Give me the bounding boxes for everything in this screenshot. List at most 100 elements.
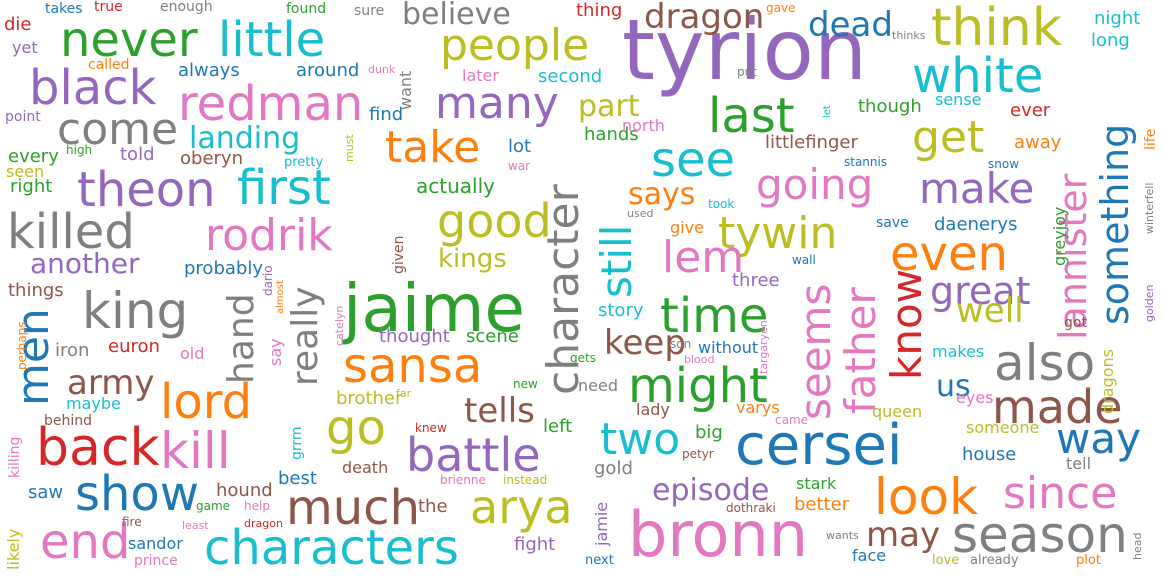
cloud-word: knew bbox=[415, 421, 447, 435]
cloud-word: landing bbox=[189, 121, 301, 156]
cloud-word: gets bbox=[570, 351, 596, 365]
cloud-word: help bbox=[244, 499, 270, 513]
cloud-word: tywin bbox=[718, 208, 838, 259]
cloud-word: next bbox=[585, 553, 614, 568]
cloud-word: face bbox=[852, 546, 887, 565]
cloud-word: many bbox=[435, 78, 559, 129]
cloud-word: targaryen bbox=[757, 320, 770, 374]
cloud-word: seen bbox=[6, 162, 45, 181]
cloud-word: arya bbox=[470, 480, 573, 534]
cloud-word: wants bbox=[826, 529, 859, 542]
cloud-word: golden bbox=[1143, 284, 1156, 323]
cloud-word: ever bbox=[1010, 100, 1051, 121]
cloud-word: north bbox=[622, 116, 665, 135]
cloud-word: part bbox=[578, 89, 640, 124]
cloud-word: us bbox=[936, 369, 971, 404]
cloud-word: enough bbox=[160, 0, 213, 15]
cloud-word: makes bbox=[932, 342, 985, 361]
cloud-word: always bbox=[178, 60, 240, 81]
cloud-word: characters bbox=[204, 520, 459, 576]
cloud-word: gold bbox=[594, 458, 633, 479]
cloud-word: eyes bbox=[956, 388, 994, 407]
cloud-word: well bbox=[956, 291, 1024, 331]
cloud-word: know bbox=[882, 269, 931, 380]
cloud-word: yet bbox=[12, 38, 38, 57]
cloud-word: little bbox=[218, 12, 326, 68]
cloud-word: keep bbox=[604, 323, 686, 363]
cloud-word: never bbox=[60, 12, 198, 68]
cloud-word: sandor bbox=[128, 534, 183, 553]
cloud-word: best bbox=[278, 468, 317, 489]
cloud-word: redman bbox=[178, 76, 364, 132]
cloud-word: hand bbox=[221, 293, 262, 384]
cloud-word: brother bbox=[336, 388, 403, 409]
cloud-word: battle bbox=[406, 428, 541, 482]
cloud-word: took bbox=[708, 197, 735, 211]
cloud-word: going bbox=[756, 160, 874, 209]
cloud-word: left bbox=[543, 416, 573, 437]
cloud-word: war bbox=[508, 159, 531, 173]
cloud-word: true bbox=[94, 0, 123, 15]
cloud-word: dragon bbox=[244, 517, 283, 530]
cloud-word: made bbox=[992, 380, 1123, 434]
cloud-word: every bbox=[8, 146, 59, 167]
cloud-word: found bbox=[286, 1, 327, 17]
cloud-word: something bbox=[1093, 123, 1137, 325]
cloud-word: queen bbox=[872, 402, 923, 421]
cloud-word: might bbox=[628, 358, 768, 414]
cloud-word: kill bbox=[160, 422, 231, 480]
cloud-word: already bbox=[970, 553, 1019, 568]
cloud-word: lady bbox=[636, 400, 670, 419]
cloud-word: says bbox=[628, 177, 696, 212]
cloud-word: come bbox=[57, 104, 179, 155]
cloud-word: without bbox=[698, 338, 759, 357]
cloud-word: three bbox=[732, 270, 780, 291]
cloud-word: night bbox=[1094, 8, 1141, 29]
cloud-word: may bbox=[866, 515, 941, 555]
cloud-word: put bbox=[737, 65, 757, 79]
cloud-word: king bbox=[82, 282, 189, 340]
cloud-word: lord bbox=[160, 374, 253, 430]
cloud-word: gave bbox=[766, 1, 796, 15]
cloud-word: killed bbox=[7, 204, 135, 260]
cloud-word: need bbox=[578, 376, 618, 395]
cloud-word: people bbox=[440, 20, 590, 71]
cloud-word: likely bbox=[4, 528, 23, 570]
cloud-word: old bbox=[180, 344, 205, 363]
cloud-word: thinks bbox=[892, 29, 926, 42]
cloud-word: jaime bbox=[343, 270, 526, 347]
cloud-word: given bbox=[391, 235, 407, 274]
cloud-word: catelyn bbox=[333, 305, 346, 346]
cloud-word: dario bbox=[261, 265, 275, 296]
cloud-word: got bbox=[1064, 315, 1087, 331]
cloud-word: new bbox=[513, 377, 538, 391]
cloud-word: let bbox=[822, 105, 833, 118]
cloud-word: die bbox=[4, 14, 32, 35]
cloud-word: get bbox=[912, 112, 985, 163]
cloud-word: first bbox=[237, 160, 331, 216]
cloud-word: used bbox=[627, 207, 654, 220]
cloud-word: least bbox=[182, 519, 209, 532]
cloud-word: fire bbox=[122, 515, 142, 529]
cloud-word: hound bbox=[216, 480, 273, 501]
cloud-word: behind bbox=[44, 413, 93, 429]
cloud-word: good bbox=[437, 194, 552, 248]
cloud-word: killing bbox=[7, 436, 23, 478]
cloud-word: since bbox=[1003, 468, 1118, 519]
cloud-word: white bbox=[912, 48, 1044, 104]
cloud-word: theon bbox=[77, 162, 216, 218]
cloud-word: high bbox=[66, 143, 93, 157]
cloud-word: far bbox=[396, 387, 412, 400]
cloud-word: point bbox=[5, 109, 41, 125]
cloud-word: make bbox=[919, 164, 1035, 213]
cloud-word: jamie bbox=[592, 501, 611, 546]
cloud-word: story bbox=[598, 300, 644, 321]
cloud-word: pretty bbox=[284, 155, 324, 170]
cloud-word: game bbox=[196, 499, 231, 513]
cloud-word: later bbox=[462, 66, 499, 85]
cloud-word: around bbox=[296, 60, 360, 81]
cloud-word: tyrion bbox=[622, 1, 868, 99]
cloud-word: go bbox=[326, 400, 386, 456]
cloud-word: iron bbox=[55, 340, 90, 361]
